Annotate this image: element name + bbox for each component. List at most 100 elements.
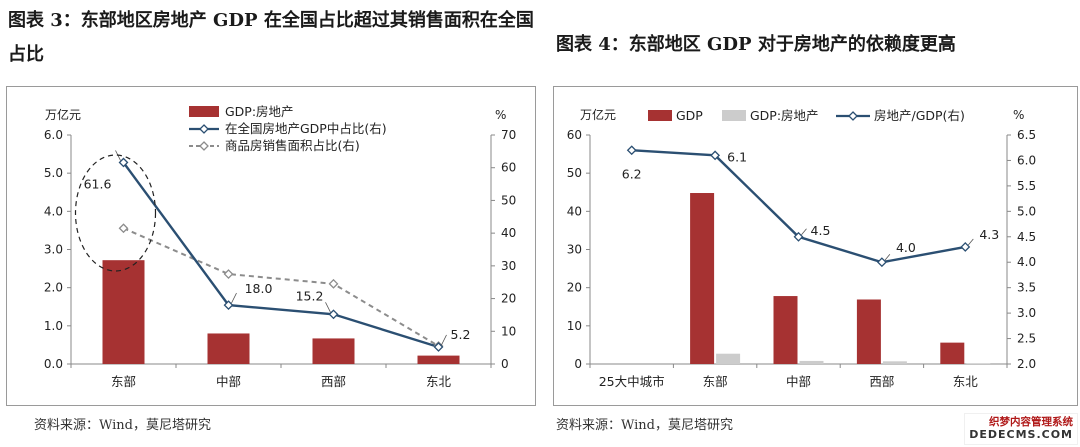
- right-tick-label: 2.5: [1017, 332, 1036, 346]
- left-tick-label: 60: [567, 128, 582, 142]
- x-tick-label: 西部: [869, 374, 894, 389]
- legend-label-gdp: GDP: [676, 108, 703, 123]
- data-label-leader: [231, 292, 237, 304]
- legend-swatch-bar: [189, 106, 219, 117]
- bar-gdp-realestate: [966, 363, 991, 364]
- point-gdp-share: [328, 309, 339, 320]
- left-tick-label: 2.0: [44, 281, 63, 295]
- highlight-ellipse: [74, 154, 157, 272]
- left-tick-label: 50: [567, 166, 582, 180]
- point-ratio: [793, 231, 804, 242]
- data-label-ratio: 6.1: [727, 149, 747, 164]
- right-axis-unit: %: [1013, 108, 1024, 122]
- watermark-logo: 织梦内容管理系统 DEDECMS.COM: [964, 413, 1078, 445]
- right-tick-label: 20: [501, 292, 516, 306]
- left-tick-label: 40: [567, 204, 582, 218]
- data-label-gdp-share: 18.0: [245, 281, 273, 296]
- bar-gdp-realestate: [207, 333, 250, 364]
- left-tick-label: 3.0: [44, 243, 63, 257]
- bar-gdp-realestate: [102, 260, 145, 364]
- chart-4-source: 资料来源：Wind，莫尼塔研究: [556, 418, 733, 433]
- x-tick-label: 东部: [111, 374, 136, 389]
- right-tick-label: 10: [501, 324, 516, 338]
- chart-3-title: 图表 3：东部地区房地产 GDP 在全国占比超过其销售面积在全国占比: [8, 10, 534, 65]
- x-tick-label: 东北: [953, 374, 979, 389]
- chart-4-svg: 0 10 20 30 40 50 60 2.0 2.5 3.0 3.5 4.0 4.5 5.0 5.5 6.0…: [567, 107, 1036, 389]
- right-tick-label: 4.5: [1017, 230, 1036, 244]
- bar-gdp: [773, 296, 798, 364]
- right-tick-label: 6.5: [1017, 128, 1036, 142]
- bar-gdp: [856, 299, 881, 364]
- point-gdp-share: [118, 157, 129, 168]
- right-tick-label: 6.0: [1017, 153, 1036, 167]
- right-tick-label: 0: [501, 357, 509, 371]
- series-line-sales-area-share: [123, 227, 440, 347]
- point-gdp-share: [223, 300, 234, 311]
- left-tick-label: 20: [567, 281, 582, 295]
- x-tick-label: 25大中城市: [599, 374, 665, 389]
- legend-swatch-gdp: [648, 110, 672, 121]
- right-tick-label: 2.0: [1017, 357, 1036, 371]
- data-label-leader: [801, 228, 807, 236]
- right-tick-label: 40: [501, 226, 516, 240]
- data-label-gdp-share: 5.2: [451, 327, 471, 342]
- legend-swatch-realestate: [722, 110, 746, 121]
- right-tick-label: 4.0: [1017, 255, 1036, 269]
- bar-gdp-realestate: [417, 355, 460, 364]
- bar-gdp: [940, 342, 965, 364]
- data-label-ratio: 6.2: [622, 166, 642, 181]
- point-ratio: [710, 150, 721, 161]
- point-ratio: [960, 242, 971, 252]
- data-label-leader: [441, 334, 447, 346]
- left-tick-label: 6.0: [44, 128, 63, 142]
- legend-label-ratio: 房地产/GDP(右): [874, 108, 965, 123]
- legend-marker-dashed: [199, 141, 209, 151]
- data-label-leader: [325, 302, 331, 313]
- x-tick-label: 东部: [703, 374, 728, 389]
- left-axis-unit: 万亿元: [45, 107, 81, 122]
- right-tick-label: 50: [501, 193, 516, 207]
- chart-3-source: 资料来源：Wind，莫尼塔研究: [34, 418, 211, 433]
- right-tick-label: 5.5: [1017, 179, 1036, 193]
- right-axis-unit: %: [495, 108, 506, 122]
- right-tick-label: 70: [501, 128, 516, 142]
- chart-3-panel: 0.0 1.0 2.0 3.0 4.0 5.0 6.0 0 10 20 30 40 50 60 70 东部 中部…: [6, 86, 536, 406]
- bar-gdp-realestate: [799, 360, 824, 364]
- data-label-ratio: 4.0: [896, 240, 916, 255]
- legend-marker-ratio: [848, 111, 858, 121]
- series-line-gdp-share: [122, 161, 439, 349]
- legend-label-realestate: GDP:房地产: [750, 108, 819, 123]
- bar-gdp: [690, 193, 715, 364]
- left-tick-label: 30: [567, 243, 582, 257]
- left-tick-label: 0: [574, 357, 582, 371]
- watermark-line2: DEDECMS.COM: [969, 428, 1073, 441]
- bar-gdp-realestate: [882, 361, 907, 364]
- data-label-gdp-share: 15.2: [296, 288, 324, 303]
- right-tick-label: 3.0: [1017, 306, 1036, 320]
- chart-4-title: 图表 4：东部地区 GDP 对于房地产的依赖度更高: [556, 34, 956, 55]
- right-tick-label: 3.5: [1017, 281, 1036, 295]
- legend-label-dashed: 商品房销售面积占比(右): [225, 138, 360, 153]
- data-label-leader: [967, 238, 974, 246]
- x-tick-label: 中部: [786, 374, 811, 389]
- data-label-gdp-share: 61.6: [84, 176, 112, 191]
- legend-label-bar: GDP:房地产: [225, 104, 294, 119]
- left-tick-label: 0.0: [44, 357, 63, 371]
- right-tick-label: 60: [501, 161, 516, 175]
- point-ratio: [626, 145, 637, 156]
- x-tick-label: 西部: [321, 374, 346, 389]
- chart-3-svg: 0.0 1.0 2.0 3.0 4.0 5.0 6.0 0 10 20 30 40 50 60 70 东部 中部…: [44, 104, 516, 389]
- chart-4-panel: 0 10 20 30 40 50 60 2.0 2.5 3.0 3.5 4.0 4.5 5.0 5.5 6.0…: [553, 86, 1078, 406]
- data-label-ratio: 4.3: [979, 227, 999, 242]
- watermark-line1: 织梦内容管理系统: [989, 416, 1073, 428]
- point-dashed-sales-share: [118, 223, 129, 234]
- left-tick-label: 10: [567, 319, 582, 333]
- point-ratio: [876, 257, 887, 268]
- x-tick-label: 中部: [216, 374, 241, 389]
- bar-gdp-realestate: [312, 338, 355, 364]
- left-axis-unit: 万亿元: [580, 107, 616, 122]
- left-tick-label: 1.0: [44, 319, 63, 333]
- left-tick-label: 5.0: [44, 166, 63, 180]
- point-dashed-sales-share: [328, 278, 339, 289]
- legend-marker-line: [199, 124, 209, 134]
